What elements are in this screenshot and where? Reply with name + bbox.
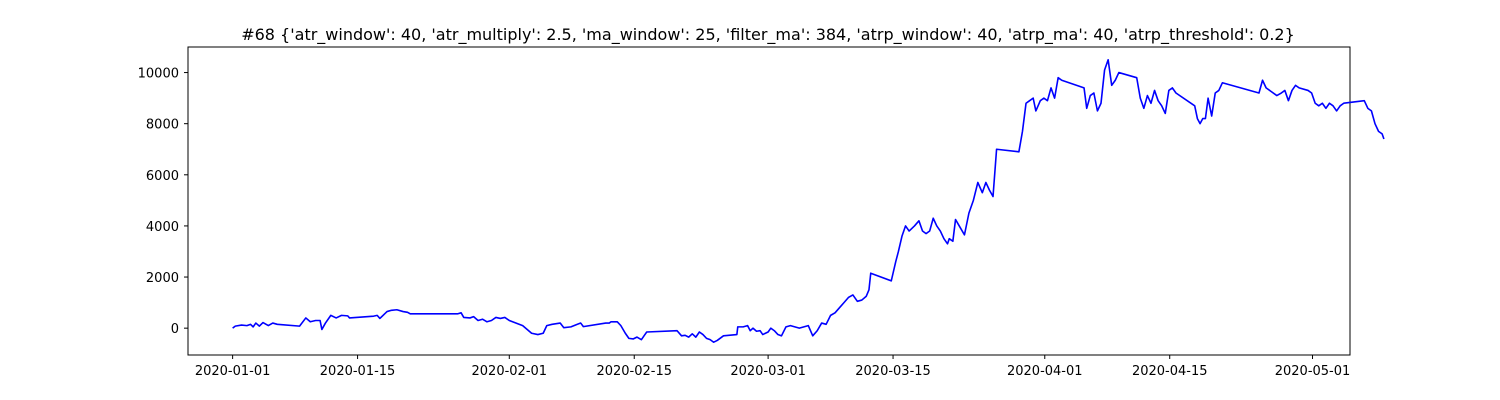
y-tick-label: 6000: [146, 169, 179, 184]
x-tick-label: 2020-03-15: [855, 364, 931, 379]
x-tick-label: 2020-01-15: [320, 364, 396, 379]
plot-area: 2020-01-01 2020-01-15 2020-02-01 2020-02-15…: [138, 46, 1385, 379]
y-tick-label: 2000: [146, 271, 179, 286]
chart-title: #68 {'atr_window': 40, 'atr_multiply': 2…: [241, 25, 1295, 45]
x-tick-label: 2020-02-01: [472, 364, 548, 379]
y-tick-label: 10000: [138, 67, 179, 82]
y-tick-label: 0: [171, 322, 179, 337]
x-tick-label: 2020-04-15: [1132, 364, 1208, 379]
x-tick-label: 2020-05-01: [1275, 364, 1351, 379]
series-line-equity: [232, 58, 1385, 344]
x-tick-label: 2020-01-01: [195, 364, 271, 379]
axes-frame: [187, 46, 1351, 356]
y-tick-label: 8000: [146, 118, 179, 133]
x-tick-label: 2020-04-01: [1007, 364, 1083, 379]
x-tick-label: 2020-02-15: [596, 364, 672, 379]
x-tick-label: 2020-03-01: [730, 364, 806, 379]
y-tick-label: 4000: [146, 220, 179, 235]
